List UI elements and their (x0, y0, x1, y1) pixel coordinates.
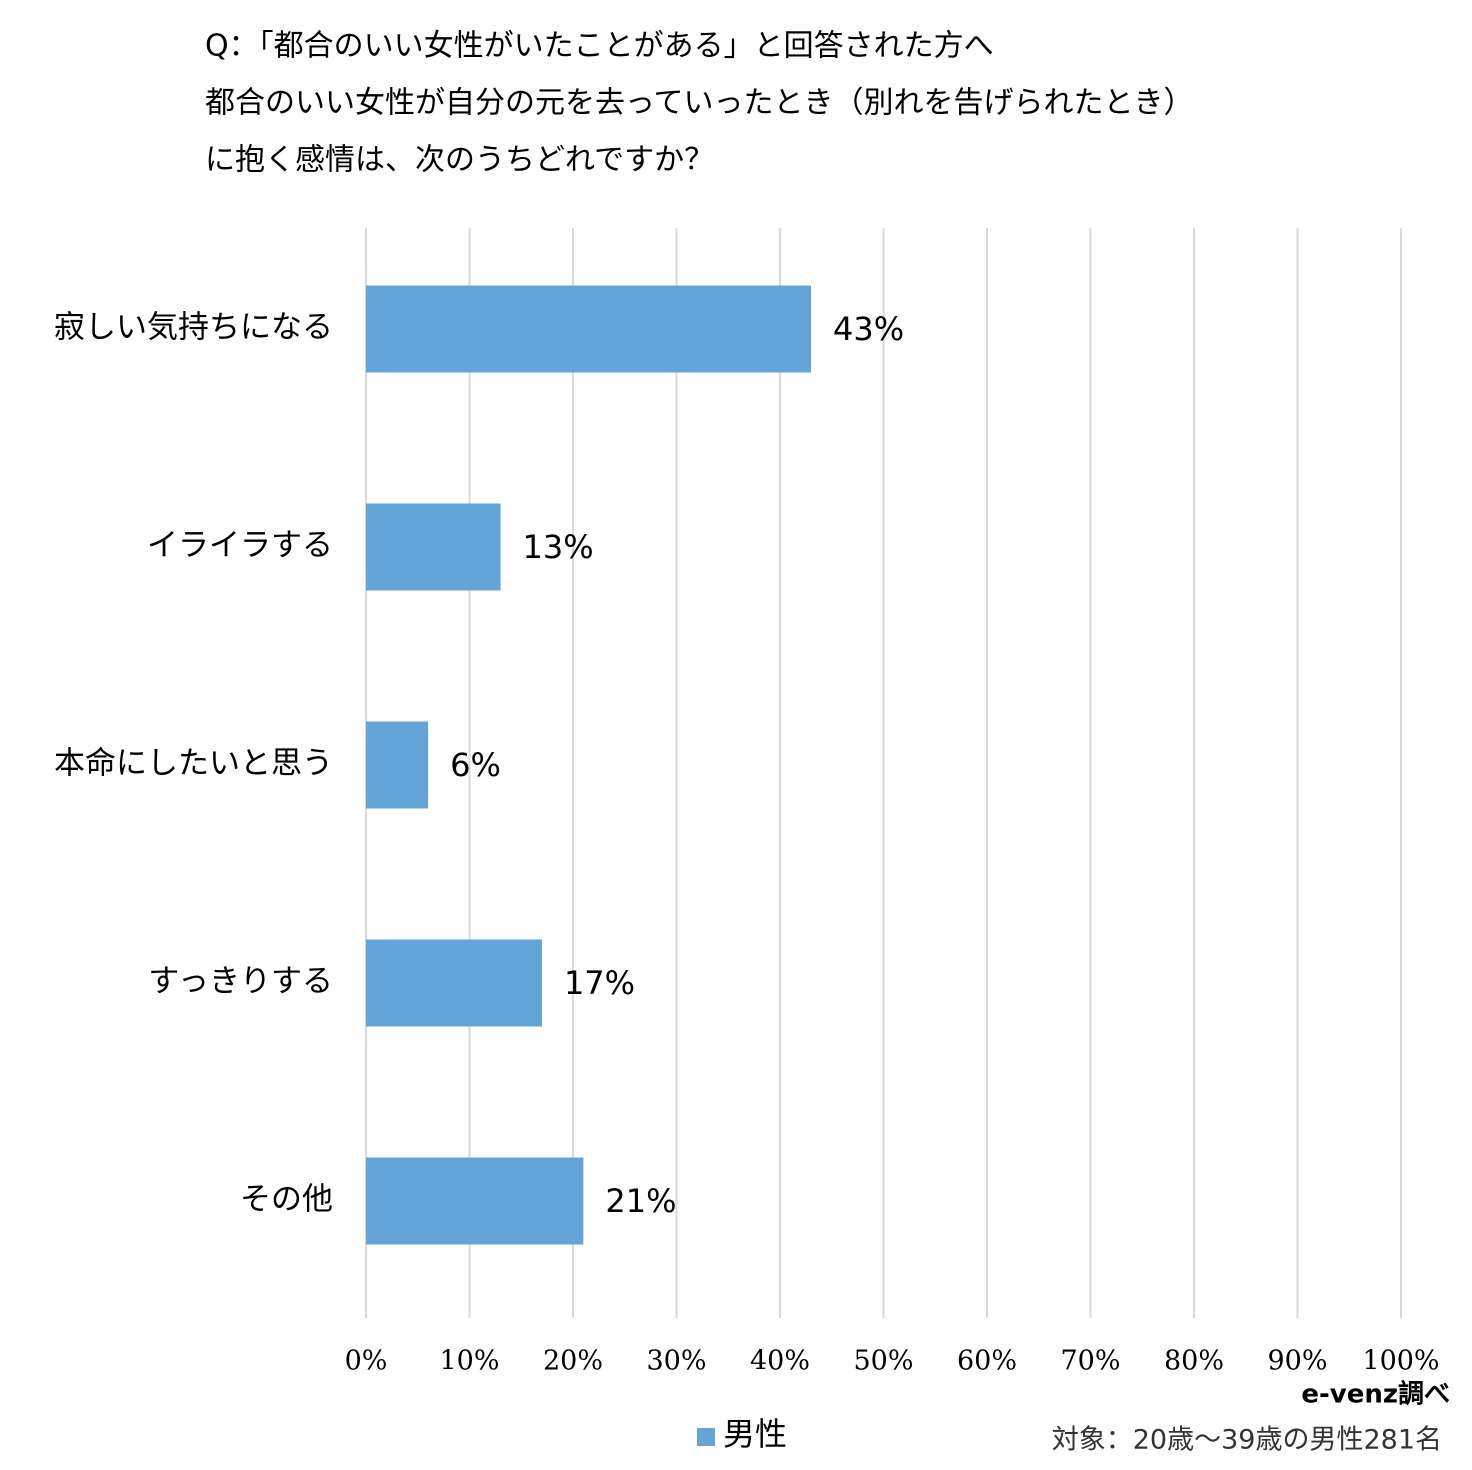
value-label: 6% (450, 746, 501, 784)
bar (366, 1157, 584, 1245)
y-tick-label: その他 (240, 1182, 333, 1218)
legend-label: 男性 (723, 1415, 787, 1453)
x-tick-label: 90% (1267, 1346, 1327, 1377)
value-label: 43% (833, 310, 904, 348)
value-label: 13% (523, 528, 594, 566)
chart-title: に抱く感情は、次のうちどれですか？ (205, 143, 714, 178)
x-tick-label: 20% (543, 1346, 603, 1377)
x-tick-label: 50% (853, 1346, 913, 1377)
chart-title: 都合のいい女性が自分の元を去っていったとき（別れを告げられたとき） (205, 86, 1194, 121)
bar (366, 721, 429, 809)
bar (366, 503, 501, 591)
y-tick-label: 本命にしたいと思う (54, 746, 333, 782)
x-tick-label: 40% (750, 1346, 810, 1377)
bar (366, 285, 812, 373)
value-label: 21% (605, 1182, 676, 1220)
x-tick-label: 30% (646, 1346, 706, 1377)
chart-title: Q：「都合のいい女性がいたことがある」と回答された方へ (205, 29, 994, 64)
x-tick-label: 70% (1060, 1346, 1120, 1377)
value-label: 17% (564, 964, 635, 1002)
legend-swatch (697, 1428, 715, 1446)
y-tick-label: すっきりする (148, 964, 333, 1000)
x-tick-label: 80% (1164, 1346, 1224, 1377)
y-tick-label: 寂しい気持ちになる (54, 310, 333, 346)
y-tick-label: イライラする (147, 528, 333, 564)
bar (366, 939, 542, 1027)
x-tick-label: 0% (345, 1346, 388, 1377)
x-tick-label: 100% (1362, 1346, 1439, 1377)
x-tick-label: 60% (957, 1346, 1017, 1377)
source: e-venz調べ (1301, 1379, 1450, 1410)
note: 対象：20歳〜39歳の男性281名 (1052, 1425, 1442, 1456)
x-tick-label: 10% (439, 1346, 499, 1377)
